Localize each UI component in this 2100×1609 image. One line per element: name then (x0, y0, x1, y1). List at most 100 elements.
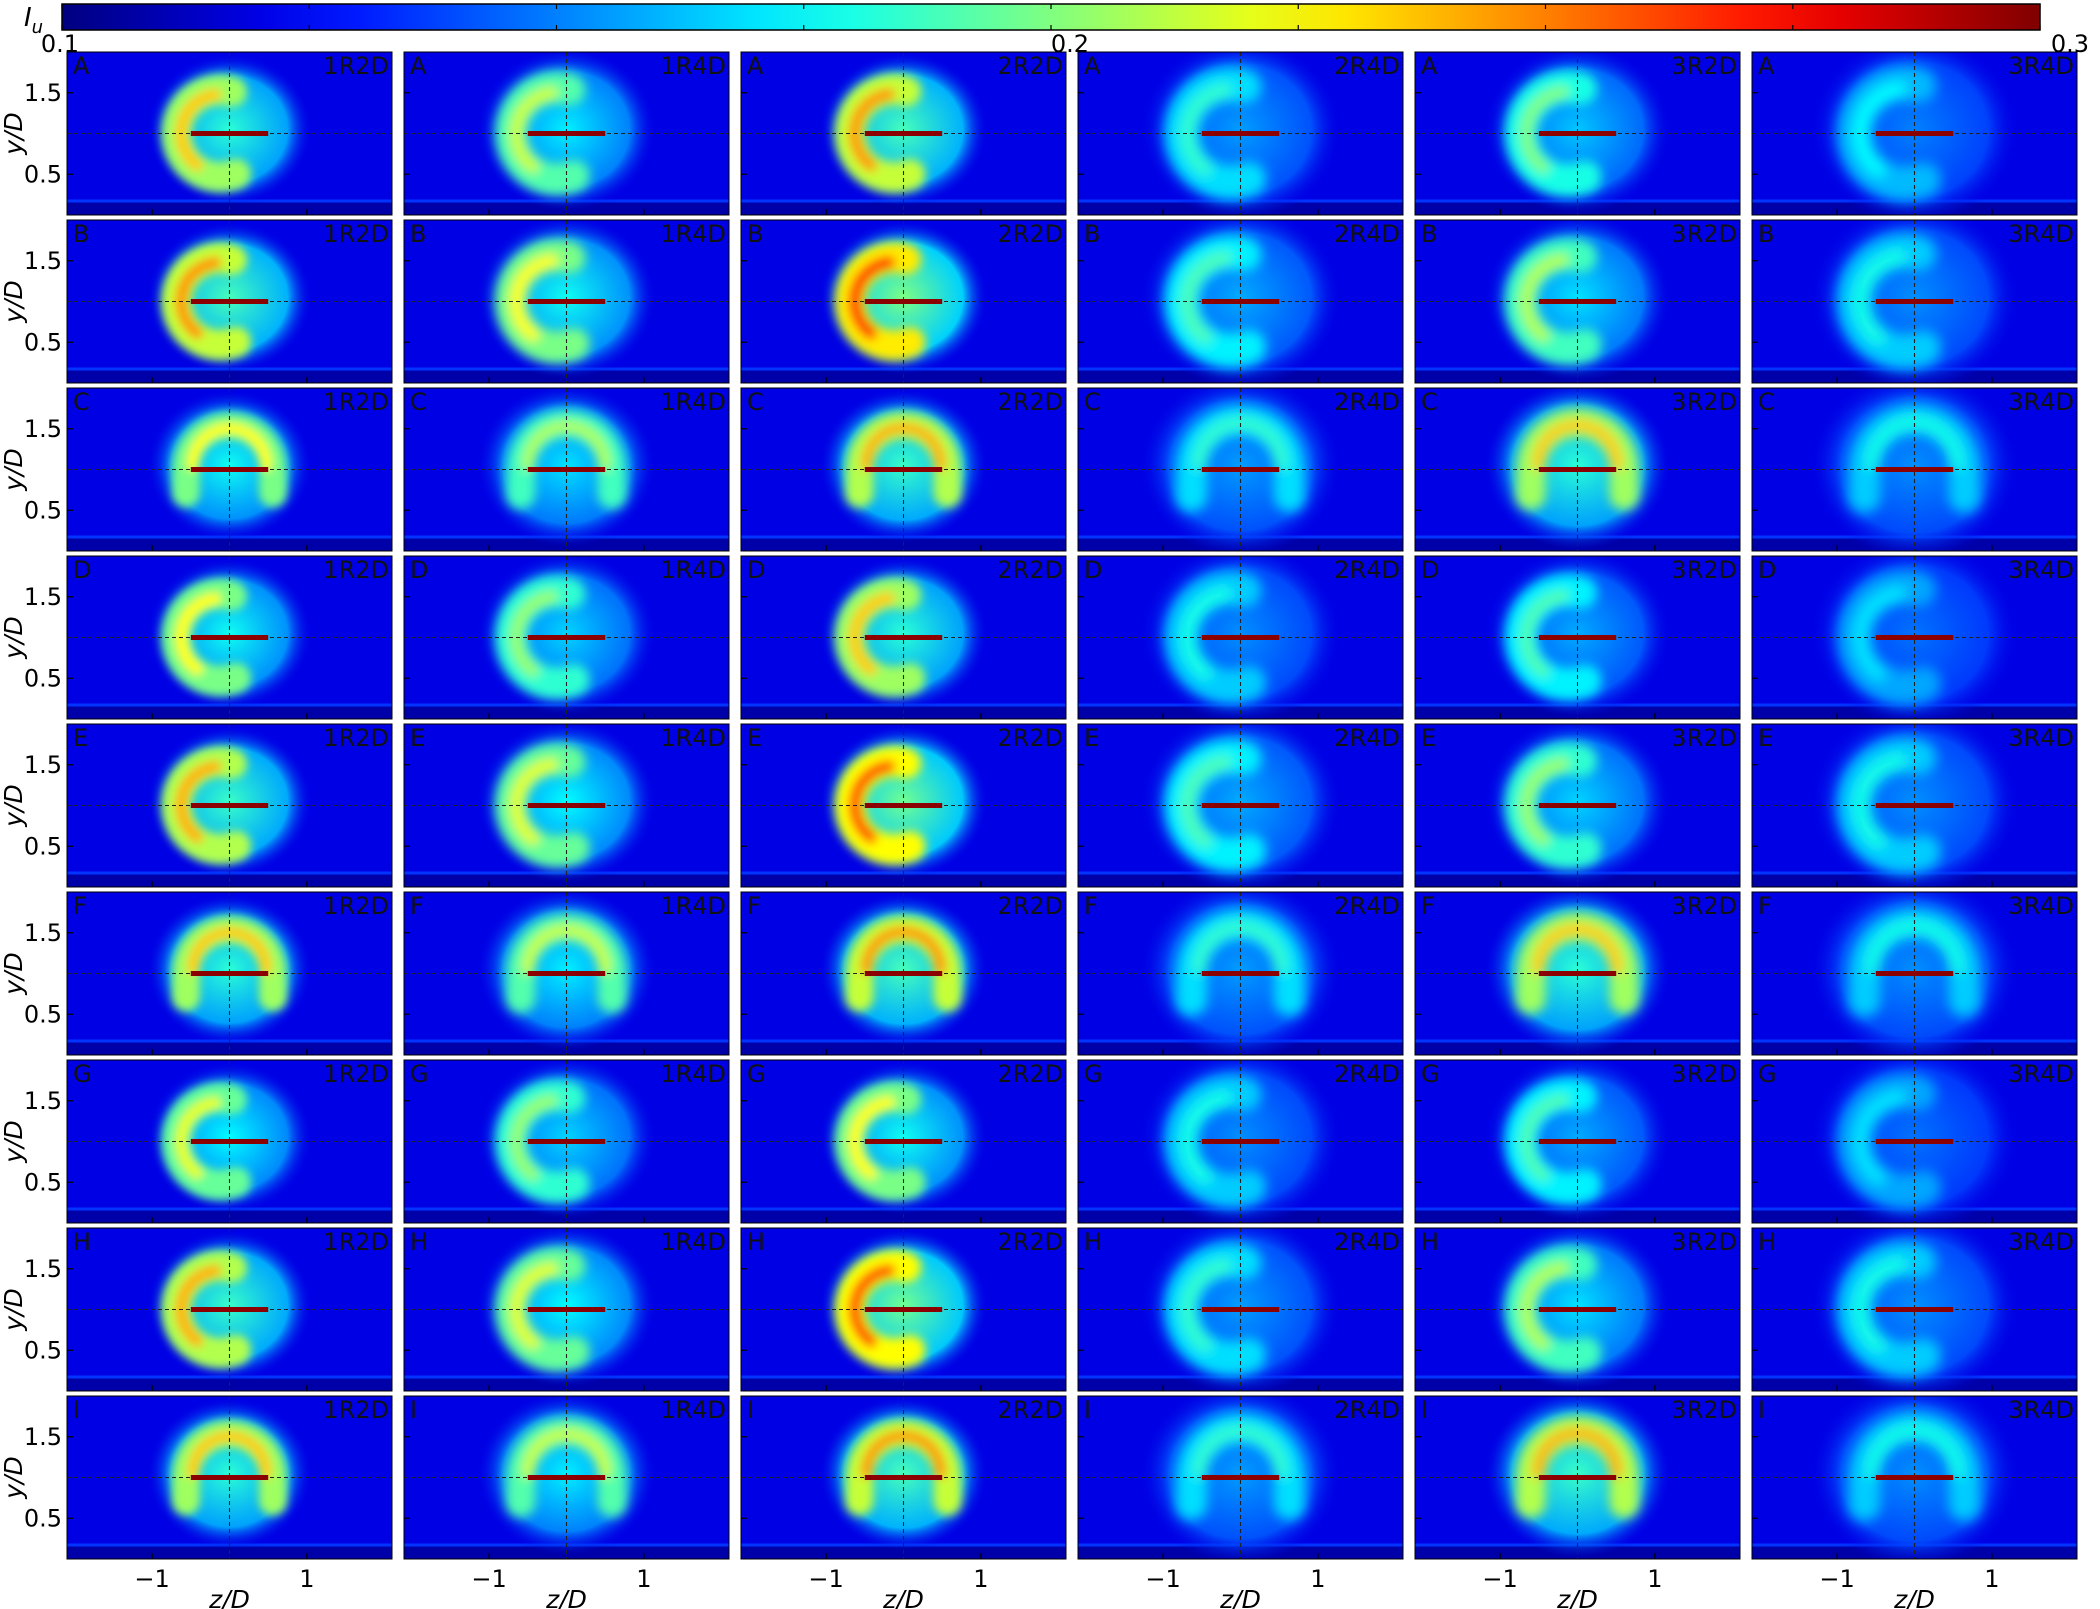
heatmap-panel-G-2R2D: G 2R2D (740, 1059, 1067, 1224)
x-tick-label: 1 (1984, 1565, 1999, 1593)
heatmap-panel-E-3R4D: E 3R4D (1751, 723, 2078, 888)
panel-row-label: I (1421, 1396, 1428, 1424)
y-tick-label: 1.5 (24, 247, 62, 275)
wake-structure (834, 746, 926, 865)
panel-row-label: B (1758, 220, 1774, 248)
panel-frame (1414, 555, 1741, 720)
panel-row-label: A (1084, 52, 1101, 80)
panel-row-label: E (1758, 724, 1773, 752)
x-tick-label: −1 (1482, 1565, 1517, 1593)
wake-structure (161, 1250, 252, 1369)
y-tick-label: 1.5 (24, 1087, 62, 1115)
panel-row-label: B (1421, 220, 1437, 248)
wake-structure (834, 1250, 926, 1369)
heatmap-panel-E-2R2D: E 2R2D (740, 723, 1067, 888)
heatmap-panel-H-3R2D: H 3R2D (1414, 1227, 1741, 1392)
heatmap-panel-A-2R4D: A 2R4D (1077, 51, 1404, 216)
heatmap-panel-F-1R2D: F 1R2D (66, 891, 393, 1056)
x-tick-label: −1 (1145, 1565, 1180, 1593)
heatmap-panel-B-1R4D: B 1R4D (403, 219, 730, 384)
panel-frame (403, 1059, 730, 1224)
panel-case-label: 1R4D (660, 1228, 726, 1256)
panel-row-label: E (747, 724, 762, 752)
wake-crescent-core (509, 590, 559, 678)
wake-crescent-core (509, 1094, 559, 1182)
panel-case-label: 3R2D (1671, 1228, 1737, 1256)
y-tick-label: 0.5 (24, 328, 62, 356)
heatmap-panel-G-3R4D: G 3R4D (1751, 1059, 2078, 1224)
panel-case-label: 2R2D (997, 1228, 1063, 1256)
panel-row-label: I (410, 1396, 417, 1424)
x-tick-label: −1 (134, 1565, 169, 1593)
wake-crescent-core (1180, 83, 1233, 176)
panel-row-label: D (1421, 556, 1439, 584)
panel-case-label: 3R2D (1671, 892, 1737, 920)
panel-frame (1751, 1227, 2078, 1392)
x-tick-label: 1 (1310, 1565, 1325, 1593)
heatmap-panel-F-2R2D: F 2R2D (740, 891, 1067, 1056)
panel-case-label: 2R4D (1334, 556, 1400, 584)
panel-row-label: F (1084, 892, 1098, 920)
panel-case-label: 3R4D (2008, 556, 2074, 584)
wake-structure (1505, 574, 1602, 701)
panel-frame (740, 1227, 1067, 1392)
heatmap-panel-A-2R2D: A 2R2D (740, 51, 1067, 216)
panel-frame (1077, 555, 1404, 720)
panel-case-label: 3R2D (1671, 1060, 1737, 1088)
heatmap-panel-C-1R2D: C 1R2D (66, 387, 393, 552)
panel-case-label: 2R2D (997, 220, 1063, 248)
panel-frame (1077, 387, 1404, 552)
panel-row-label: A (73, 52, 90, 80)
y-axis-label: y/D (0, 280, 28, 323)
wake-crescent-core (1853, 1257, 1907, 1353)
panel-frame (66, 51, 393, 216)
panel-frame (1751, 387, 2078, 552)
panel-row-label: I (73, 1396, 80, 1424)
panel-case-label: 2R4D (1334, 220, 1400, 248)
panel-frame (740, 219, 1067, 384)
wake-structure (495, 239, 590, 364)
panel-frame (1414, 387, 1741, 552)
x-tick-label: −1 (808, 1565, 843, 1593)
wake-crescent-core (1180, 755, 1233, 848)
wake-structure (1505, 70, 1602, 197)
x-tick-label: 1 (973, 1565, 988, 1593)
wake-horseshoe-core (1865, 919, 1964, 975)
heatmap-panel-E-2R4D: E 2R4D (1077, 723, 1404, 888)
wake-structure (1837, 570, 1941, 705)
panel-row-label: B (1084, 220, 1100, 248)
heatmap-panel-B-2R2D: B 2R2D (740, 219, 1067, 384)
panel-row-label: A (1421, 52, 1438, 80)
y-axis-label: y/D (0, 1120, 28, 1163)
panel-frame (1414, 891, 1741, 1056)
panel-row-label: F (1758, 892, 1772, 920)
panel-frame (403, 555, 730, 720)
panel-case-label: 3R4D (2008, 1396, 2074, 1424)
panel-case-label: 2R2D (997, 1060, 1063, 1088)
panel-frame (740, 891, 1067, 1056)
y-tick-label: 0.5 (24, 1336, 62, 1364)
y-axis-label: y/D (0, 1288, 28, 1331)
panel-frame (740, 51, 1067, 216)
heatmap-panel-E-1R2D: E 1R2D (66, 723, 393, 888)
panel-frame (740, 723, 1067, 888)
panel-frame (1414, 1059, 1741, 1224)
panel-case-label: 3R4D (2008, 388, 2074, 416)
panel-frame (403, 723, 730, 888)
wake-structure (1165, 1243, 1267, 1376)
wake-structure (161, 746, 252, 865)
panel-frame (66, 1395, 393, 1560)
heatmap-panel-I-1R4D: I 1R4D (403, 1395, 730, 1560)
heatmap-panel-I-3R2D: I 3R2D (1414, 1395, 1741, 1560)
wake-crescent-core (1853, 1089, 1907, 1185)
panel-frame (740, 1059, 1067, 1224)
panel-case-label: 2R4D (1334, 388, 1400, 416)
wake-structure (834, 74, 926, 193)
x-tick-label: 1 (1647, 1565, 1662, 1593)
wake-structure (834, 1082, 926, 1201)
panel-row-label: D (1758, 556, 1776, 584)
wake-structure (1505, 1078, 1602, 1205)
panel-frame (1751, 219, 2078, 384)
panel-case-label: 1R2D (323, 556, 389, 584)
